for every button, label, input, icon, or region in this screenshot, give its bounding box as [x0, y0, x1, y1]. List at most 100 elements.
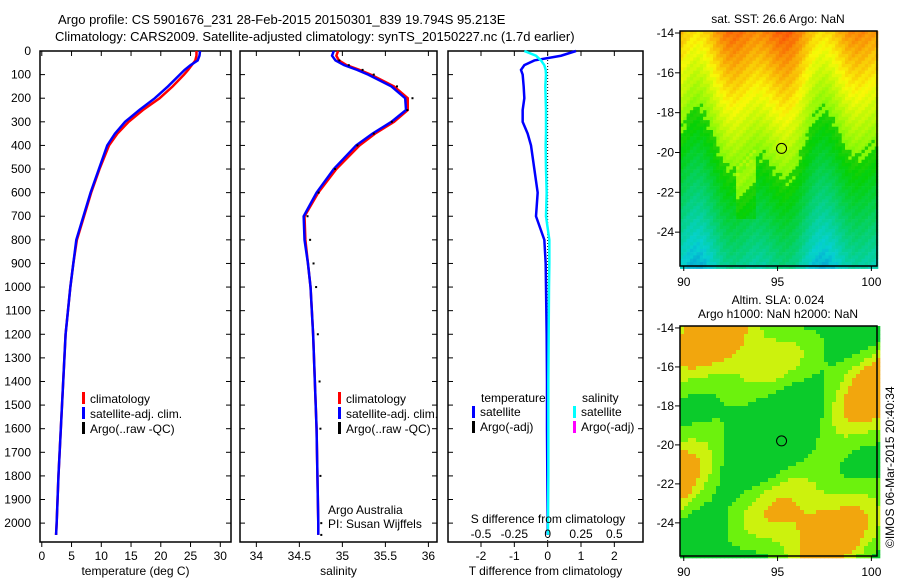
map-cell	[762, 149, 767, 154]
map-cell	[699, 97, 704, 101]
map-cell	[706, 186, 710, 190]
map-cell	[755, 196, 760, 200]
map-cell	[795, 225, 800, 230]
map-cell	[699, 222, 704, 226]
map-cell	[779, 182, 783, 187]
map-cell	[683, 179, 687, 184]
map-cell	[815, 255, 819, 259]
map-cell	[749, 255, 753, 259]
map-cell	[732, 235, 737, 240]
map-cell	[736, 120, 740, 124]
map-cell	[864, 54, 869, 58]
map-cell	[782, 265, 786, 269]
map-cell	[686, 139, 691, 144]
map-cell	[808, 209, 813, 213]
map-cell	[762, 222, 767, 226]
map-cell	[835, 202, 839, 207]
map-cell	[696, 199, 701, 203]
map-cell	[851, 93, 856, 98]
map-cell	[812, 238, 816, 243]
map-cell	[858, 255, 862, 259]
map-cell	[785, 31, 790, 35]
map-cell	[835, 189, 839, 193]
map-cell	[795, 235, 800, 240]
map-cell	[812, 163, 816, 167]
map-cell	[872, 334, 877, 339]
map-cell	[815, 199, 819, 203]
map-cell	[861, 136, 866, 141]
map-cell	[868, 113, 872, 118]
map-cell	[798, 83, 803, 88]
map-cell	[851, 156, 856, 160]
map-cell	[821, 215, 826, 220]
map-cell	[835, 205, 839, 210]
map-cell	[765, 139, 770, 144]
map-cell	[805, 176, 809, 180]
map-cell	[683, 149, 687, 154]
map-cell	[765, 31, 770, 35]
map-cell	[680, 156, 684, 160]
map-cell	[779, 60, 783, 65]
map-cell	[680, 205, 684, 210]
map-cell	[818, 73, 823, 78]
map-cell	[749, 130, 753, 134]
map-cell	[821, 67, 826, 71]
map-cell	[816, 338, 821, 343]
map-cell	[680, 123, 684, 127]
map-cell	[802, 219, 806, 223]
map-cell	[706, 120, 710, 124]
argo-point	[317, 191, 320, 194]
map-cell	[713, 133, 717, 137]
map-cell	[828, 149, 833, 154]
map-cell	[798, 57, 803, 61]
map-cell	[785, 159, 790, 164]
map-cell	[802, 169, 806, 174]
map-cell	[868, 116, 872, 121]
map-cell	[795, 172, 800, 177]
map-cell	[759, 123, 763, 127]
map-cell	[864, 232, 869, 236]
map-cell	[868, 209, 872, 213]
map-cell	[696, 37, 701, 42]
map-cell	[864, 182, 869, 187]
map-cell	[871, 139, 875, 144]
map-cell	[726, 34, 730, 38]
map-cell	[835, 252, 839, 256]
map-cell	[769, 232, 773, 236]
legend-swatch	[472, 421, 475, 433]
map-cell	[804, 342, 809, 347]
map-cell	[808, 242, 813, 246]
map-cell	[848, 182, 852, 187]
map-cell	[871, 192, 875, 197]
map-cell	[769, 110, 773, 114]
map-cell	[871, 252, 875, 256]
map-cell	[838, 57, 842, 61]
map-cell	[812, 199, 816, 203]
map-cell	[716, 37, 720, 42]
map-cell	[876, 326, 881, 331]
map-cell	[683, 252, 687, 256]
map-cell	[785, 103, 790, 108]
map-cell	[808, 146, 813, 151]
map-cell	[788, 342, 793, 347]
map-cell	[693, 179, 697, 184]
map-cell	[699, 64, 704, 68]
map-cell	[716, 80, 720, 85]
map-cell	[818, 248, 823, 253]
map-cell	[755, 120, 760, 124]
map-cell	[749, 97, 753, 101]
map-cell	[782, 219, 786, 223]
map-cell	[854, 83, 859, 88]
map-cell	[703, 238, 707, 243]
map-cell	[716, 232, 720, 236]
map-cell	[699, 93, 704, 98]
map-cell	[858, 113, 862, 118]
map-cell	[798, 262, 803, 266]
map-cell	[755, 182, 760, 187]
map-cell	[772, 73, 776, 78]
map-cell	[683, 172, 687, 177]
map-cell	[742, 232, 747, 236]
map-cell	[729, 202, 734, 207]
map-cell	[815, 31, 819, 35]
map-cell	[686, 116, 691, 121]
